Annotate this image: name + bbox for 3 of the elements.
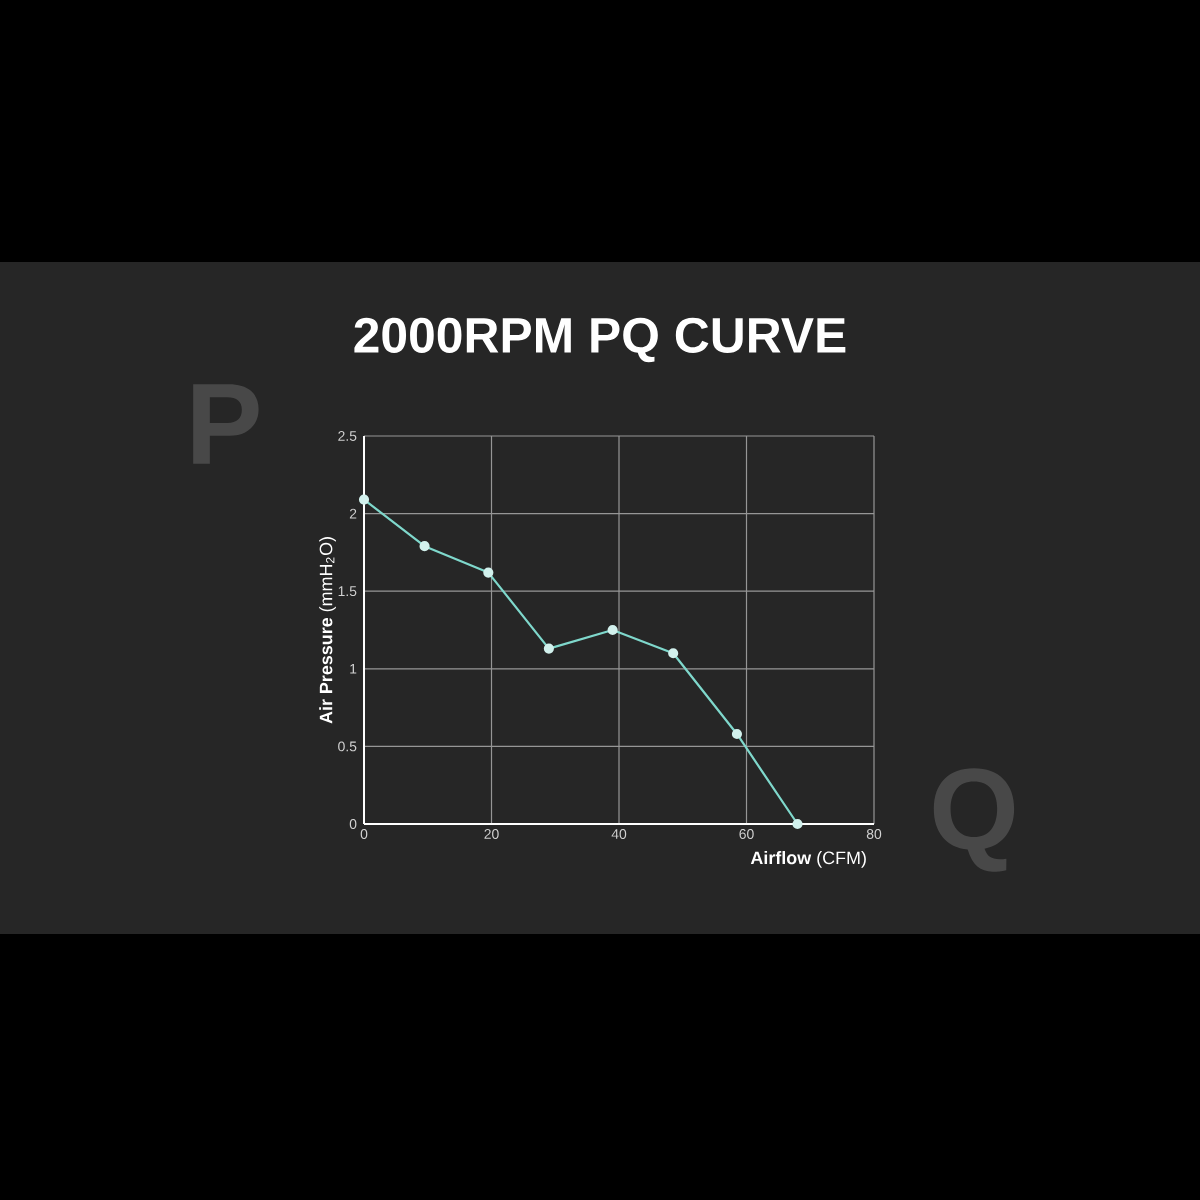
x-axis-title: Airflow (CFM)	[750, 851, 866, 868]
y-axis-title: Air Pressure (mmH$_{2}$O)	[319, 537, 336, 724]
chart-title: 2000RPM PQ CURVE	[354, 317, 846, 363]
